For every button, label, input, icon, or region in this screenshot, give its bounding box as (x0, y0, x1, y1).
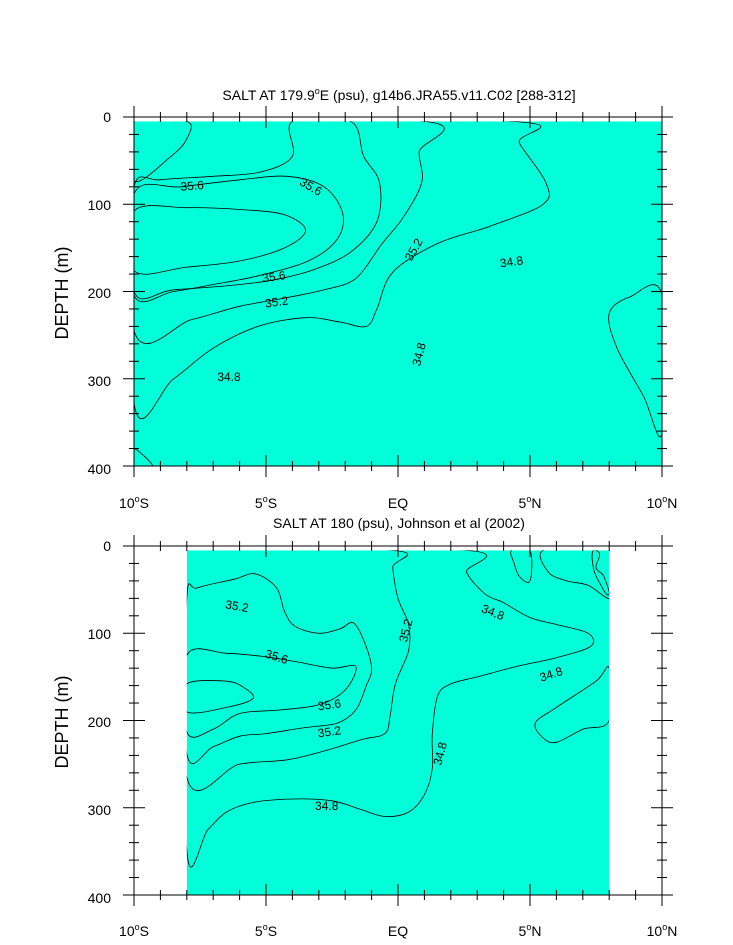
panel-1-xtick-label: 10oS (119, 494, 149, 511)
contour-label-text: 35.2 (264, 293, 289, 310)
contour-label: 35.2 (396, 617, 416, 643)
contour-band-35-8 (134, 205, 307, 275)
contour-band-35-8 (186, 679, 254, 714)
panel-1-ytick-label: 200 (88, 285, 112, 301)
contour-label: 35.6 (263, 647, 290, 668)
panel-2-xtick-label: 10oN (647, 922, 678, 939)
contour-band-35-2 (134, 121, 445, 345)
panel-2-ytick-label: 200 (88, 714, 112, 730)
contour-band-35 (134, 448, 153, 467)
panel-2-y-axis-label: DEPTH (m) (52, 676, 72, 769)
contour-band-34-6 (510, 550, 533, 583)
panel-1-title: SALT AT 179.9oE (psu), g14b6.JRA55.v11.C… (222, 86, 575, 103)
contour-label: 35.6 (180, 178, 205, 194)
axis-ticks (123, 106, 673, 477)
contour-label: 34.8 (409, 341, 429, 367)
contour-band-35 (186, 550, 595, 868)
contour-label-text: 34.8 (409, 341, 429, 367)
panel-2-title: SALT AT 180 (psu), Johnson et al (2002) (273, 515, 525, 531)
contour-label: 34.8 (430, 740, 450, 766)
contour-fills (134, 121, 662, 467)
panel-2-xtick-label: 10oS (119, 922, 149, 939)
panel-1: SALT AT 179.9oE (psu), g14b6.JRA55.v11.C… (52, 86, 677, 511)
contour-label: 35.2 (317, 723, 342, 740)
panel-1-ytick-label: 400 (88, 461, 112, 477)
contour-band-35-4 (186, 573, 373, 764)
contour-fills (186, 550, 610, 895)
contour-background (134, 121, 662, 467)
contour-band-34-6 (539, 550, 610, 599)
panel-1-x-axis: 10oS 5oS EQ 5oN 10oN (119, 494, 677, 511)
panel-2-ytick-label: 300 (88, 802, 112, 818)
contour-label-text: 34.8 (217, 370, 241, 384)
contour-band-34-6 (534, 666, 610, 744)
panel-2-ytick-label: 400 (88, 890, 112, 906)
contour-label: 34.8 (315, 799, 339, 813)
contour-label-text: 35.2 (396, 617, 416, 643)
contour-band-35-6 (134, 175, 344, 302)
panel-1-xtick-label: 5oS (255, 494, 277, 511)
panel-1-plot: 35.6 35.635.635.235.234.834.834.8 (123, 106, 673, 477)
contour-label-text: 34.8 (538, 664, 565, 685)
panel-2-xtick-label: EQ (388, 923, 408, 939)
contour-band-34-5 (591, 550, 610, 596)
panel-1-xtick-label: 10oN (647, 494, 678, 511)
contour-band-35-4 (134, 121, 192, 182)
panel-1-ytick-label: 0 (103, 109, 111, 125)
contour-label-text: 35.6 (180, 178, 205, 194)
panel-2-plot: 35.235.235.635.635.234.834.834.834.8 (123, 535, 673, 906)
contour-label-text: 35.6 (263, 647, 290, 668)
contour-band-35-4 (134, 121, 382, 300)
contour-band-35-2 (186, 550, 411, 792)
panel-2-ytick-label: 0 (103, 538, 111, 554)
contour-label-text: 34.8 (315, 799, 339, 813)
contour-band-34-6 (608, 284, 662, 438)
contour-label-text: 35.2 (224, 597, 250, 615)
contour-label-text: 35.6 (317, 696, 342, 713)
panel-2-ytick-label: 100 (88, 626, 112, 642)
panel-2-y-axis: 0 100 200 300 400 DEPTH (m) (52, 538, 111, 906)
contour-background (186, 550, 610, 895)
panel-2-xtick-label: 5oS (255, 922, 277, 939)
contour-label-text: 34.8 (430, 740, 450, 766)
panel-1-ytick-label: 300 (88, 373, 112, 389)
axis-ticks (123, 535, 673, 906)
panel-1-xtick-label: 5oN (519, 494, 542, 511)
panel-1-ytick-label: 100 (88, 197, 112, 213)
contour-label: 35.6 (317, 696, 342, 713)
panel-1-y-axis: 0 100 200 300 400 DEPTH (m) (52, 109, 111, 477)
contour-band-35-6 (186, 648, 357, 738)
contour-label-text: 34.8 (499, 253, 524, 270)
panel-2-xtick-label: 5oN (519, 922, 542, 939)
contour-band-35 (134, 121, 550, 420)
contour-label: 34.8 (538, 664, 565, 685)
contour-label: 35.2 (224, 597, 250, 615)
contour-label: 35.2 (264, 293, 289, 310)
panel-1-y-axis-label: DEPTH (m) (52, 247, 72, 340)
contour-label: 35.6 (261, 268, 286, 285)
panel-1-xtick-label: EQ (388, 495, 408, 511)
panel-2-x-axis: 10oS 5oS EQ 5oN 10oN (119, 922, 677, 939)
contour-label: 34.8 (499, 253, 524, 270)
panel-2: SALT AT 180 (psu), Johnson et al (2002) … (52, 515, 677, 939)
contour-label-text: 35.6 (261, 268, 286, 285)
contour-label-text: 35.2 (317, 723, 342, 740)
contour-label: 34.8 (217, 370, 241, 384)
